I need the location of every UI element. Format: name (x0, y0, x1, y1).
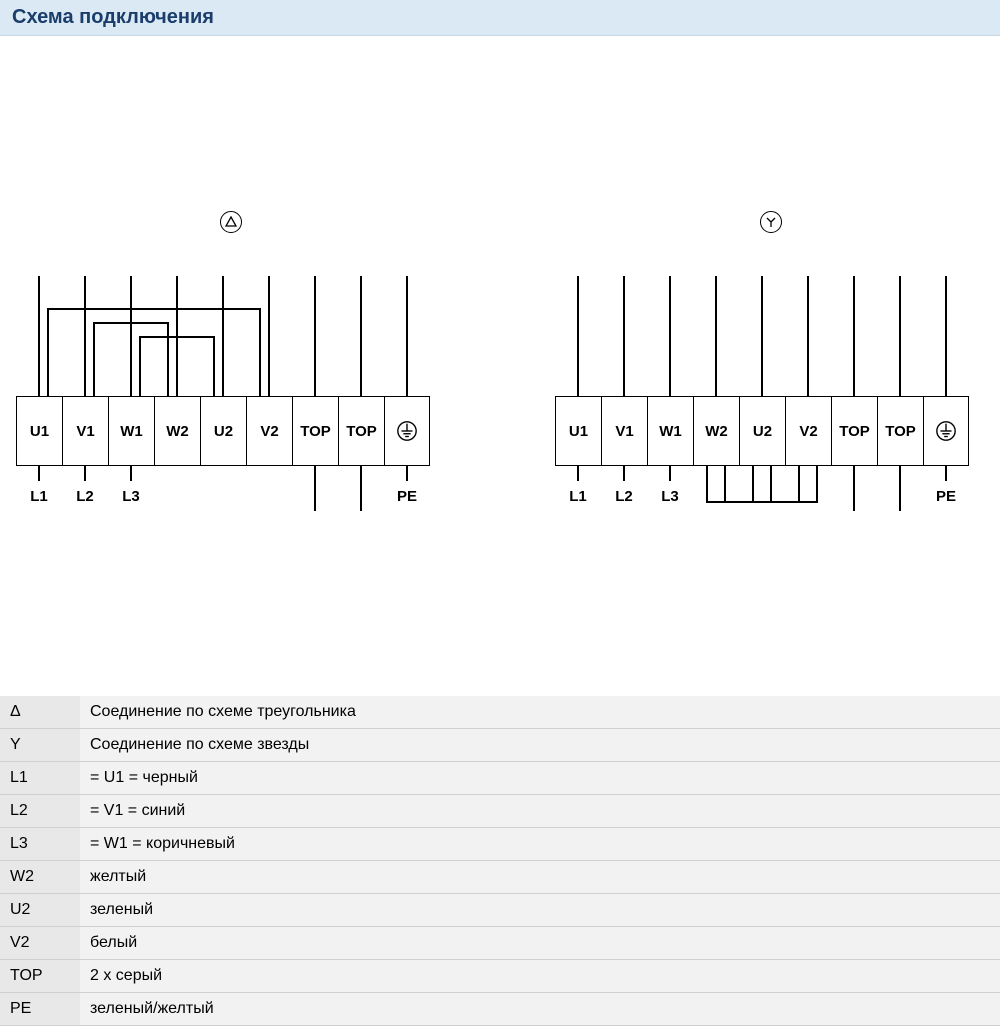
delta-symbol (220, 211, 242, 233)
legend-row: U2зеленый (0, 894, 1000, 927)
wye-pin-labels: L1 L2 L3 PE (555, 488, 969, 505)
legend-table: ΔСоединение по схеме треугольника YСоеди… (0, 696, 1000, 1026)
terminal-w2: W2 (693, 396, 739, 466)
pin-pe: PE (923, 488, 969, 505)
legend-row: L2= V1 = синий (0, 795, 1000, 828)
terminal-v2: V2 (246, 396, 292, 466)
terminal-top1: TOP (292, 396, 338, 466)
legend-row: L1= U1 = черный (0, 762, 1000, 795)
terminal-top2: TOP (338, 396, 384, 466)
pin-l1: L1 (16, 488, 62, 505)
wye-symbol (760, 211, 782, 233)
terminal-v1: V1 (62, 396, 108, 466)
terminal-top1: TOP (831, 396, 877, 466)
terminal-v2: V2 (785, 396, 831, 466)
terminal-top2: TOP (877, 396, 923, 466)
legend-row: W2желтый (0, 861, 1000, 894)
terminal-ground (384, 396, 430, 466)
delta-pin-labels: L1 L2 L3 PE (16, 488, 430, 505)
legend-row: ΔСоединение по схеме треугольника (0, 696, 1000, 729)
terminal-w1: W1 (108, 396, 154, 466)
legend-row: PEзеленый/желтый (0, 993, 1000, 1026)
page-title: Схема подключения (0, 0, 1000, 36)
pin-l3: L3 (647, 488, 693, 505)
legend-row: V2белый (0, 927, 1000, 960)
terminal-w2: W2 (154, 396, 200, 466)
pin-l3: L3 (108, 488, 154, 505)
wiring-diagram: U1 V1 W1 W2 U2 V2 TOP TOP L1 L2 L3 PE U1… (0, 36, 1000, 576)
pin-l2: L2 (601, 488, 647, 505)
legend-row: L3= W1 = коричневый (0, 828, 1000, 861)
pin-l1: L1 (555, 488, 601, 505)
delta-terminal-block: U1 V1 W1 W2 U2 V2 TOP TOP (16, 396, 430, 466)
terminal-ground (923, 396, 969, 466)
pin-l2: L2 (62, 488, 108, 505)
legend-row: TOP2 x серый (0, 960, 1000, 993)
terminal-u2: U2 (739, 396, 785, 466)
pin-pe: PE (384, 488, 430, 505)
terminal-v1: V1 (601, 396, 647, 466)
terminal-u1: U1 (16, 396, 62, 466)
wye-terminal-block: U1 V1 W1 W2 U2 V2 TOP TOP (555, 396, 969, 466)
legend-row: YСоединение по схеме звезды (0, 729, 1000, 762)
terminal-w1: W1 (647, 396, 693, 466)
terminal-u1: U1 (555, 396, 601, 466)
terminal-u2: U2 (200, 396, 246, 466)
